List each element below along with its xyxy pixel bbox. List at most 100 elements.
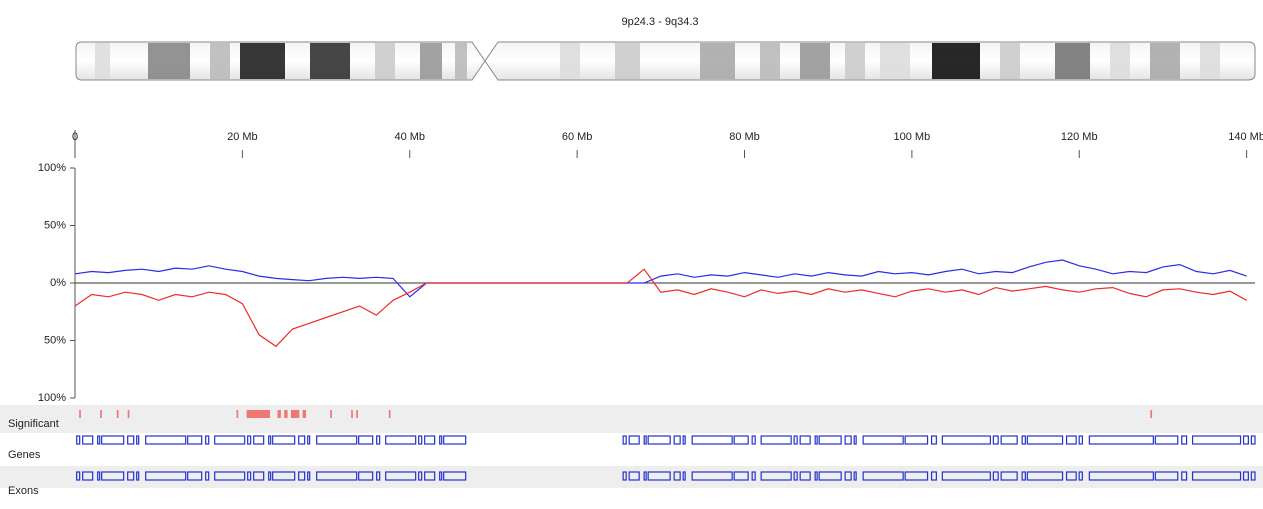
x-tick-label: 40 Mb [394,131,425,143]
feature [376,471,381,481]
feature [1000,435,1018,445]
feature [1088,435,1154,445]
ideogram [75,41,1256,81]
feature [214,435,246,445]
x-tick-label: 80 Mb [729,131,760,143]
significant-region [388,410,391,418]
feature [385,471,417,481]
feature [1250,471,1256,481]
x-tick-label: 20 Mb [227,131,258,143]
feature [691,471,733,481]
y-tick-label: 0% [50,277,66,289]
feature [76,435,81,445]
exons-track-bg [0,466,1263,488]
feature [733,435,749,445]
feature [307,471,311,481]
track-label: Genes [8,449,41,461]
feature [76,471,81,481]
feature [818,435,842,445]
significant-region [277,410,281,418]
feature [82,471,94,481]
genes-cluster [622,435,1256,445]
feature [647,435,671,445]
feature [214,471,246,481]
significant-region [1150,410,1153,418]
feature [187,435,203,445]
feature [385,435,417,445]
feature [145,471,187,481]
feature [853,471,857,481]
feature [101,435,125,445]
y-tick-label: 50% [44,334,66,346]
feature [1026,471,1064,481]
x-tick-label: 0 [72,131,78,143]
feature [844,471,852,481]
feature [1242,471,1249,481]
feature [793,435,798,445]
feature [1154,471,1179,481]
feature [1065,471,1077,481]
feature [439,471,443,481]
y-tick-label: 50% [44,219,66,231]
feature [760,435,792,445]
feature [253,435,265,445]
significant-region [246,410,270,418]
feature [316,471,358,481]
feature [904,471,929,481]
feature [691,435,733,445]
feature [818,471,842,481]
x-tick-label: 120 Mb [1061,131,1098,143]
significant-region [127,410,130,418]
feature [1078,471,1083,481]
feature [622,435,627,445]
feature [376,435,381,445]
significant-region [330,410,332,418]
feature [247,435,252,445]
feature [673,471,681,481]
exons-cluster [76,471,467,481]
feature [307,435,311,445]
feature [268,471,272,481]
feature [814,471,818,481]
feature [127,435,135,445]
feature [358,435,374,445]
feature [930,471,937,481]
significant-region [290,410,300,418]
feature [862,471,904,481]
track-label: Exons [8,485,39,497]
feature [1000,471,1018,481]
feature [643,435,647,445]
feature [443,471,467,481]
y-tick-label: 100% [38,162,66,174]
feature [992,471,999,481]
feature [205,471,210,481]
significant-track-bg [0,405,1263,433]
feature [127,471,135,481]
genes-cluster [76,435,467,445]
feature [247,471,252,481]
region-label: 9p24.3 - 9q34.3 [621,16,698,28]
feature [97,471,101,481]
feature [1088,471,1154,481]
feature [799,435,811,445]
feature [253,471,265,481]
feature [268,435,272,445]
feature [205,435,210,445]
feature [316,435,358,445]
feature [992,435,999,445]
feature [1154,435,1179,445]
feature [97,435,101,445]
feature [862,435,904,445]
feature [1242,435,1249,445]
significant-region [284,410,288,418]
feature [673,435,681,445]
feature [1181,435,1188,445]
feature [272,471,296,481]
significant-region [79,410,81,418]
significant-region [236,410,239,418]
feature [136,471,140,481]
feature [424,471,436,481]
significant-region [116,410,119,418]
feature [298,435,306,445]
